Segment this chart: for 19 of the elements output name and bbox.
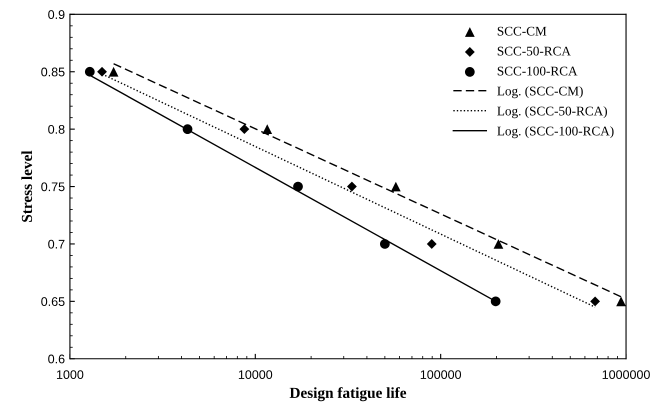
y-tick-label: 0.6	[48, 354, 65, 364]
x-tick-label: 1000	[56, 370, 84, 380]
y-tick-label: 0.8	[48, 124, 65, 134]
legend-label: SCC-CM	[498, 26, 546, 36]
legend-label: Log. (SCC-100-RCA)	[497, 126, 614, 138]
x-tick-label: 100000	[420, 370, 462, 380]
legend-label: SCC-50-RCA	[498, 46, 571, 56]
x-axis-title: Design fatigue life	[290, 387, 406, 402]
legend-label: Log. (SCC-50-RCA)	[497, 106, 607, 118]
legend-label: SCC-100-RCA	[498, 66, 578, 76]
x-tick-label: 10000	[238, 370, 272, 380]
x-tick-label: 1000000	[602, 370, 650, 380]
y-axis-title: Stress level	[21, 150, 32, 222]
legend-label: Log. (SCC-CM)	[497, 86, 583, 98]
y-tick-label: 0.9	[48, 10, 64, 19]
y-tick-label: 0.65	[41, 297, 65, 306]
y-tick-label: 0.7	[48, 240, 64, 249]
y-tick-label: 0.85	[41, 68, 65, 76]
y-tick-label: 0.75	[41, 182, 65, 192]
